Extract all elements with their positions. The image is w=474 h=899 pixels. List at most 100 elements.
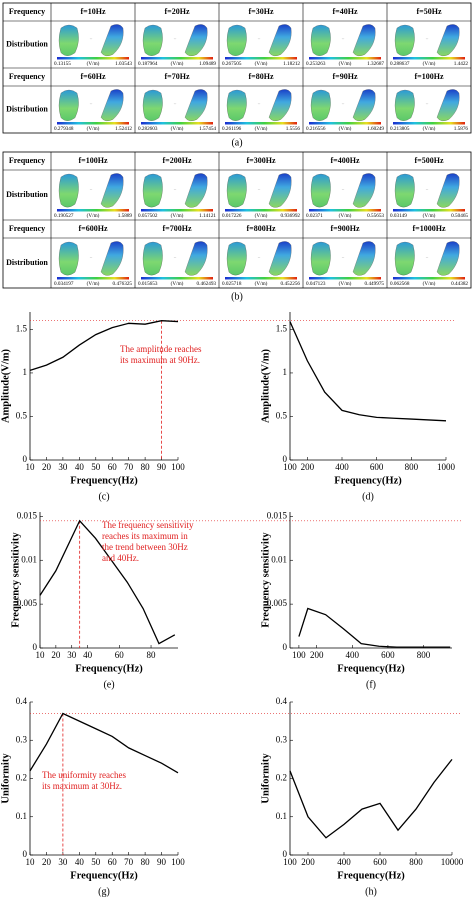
x-tick-label: 800 bbox=[409, 857, 423, 867]
colorbar-max: 1.5556 bbox=[286, 126, 301, 132]
y-tick-label: 0.1 bbox=[276, 811, 287, 821]
colorbar bbox=[57, 57, 129, 60]
table-caption: (a) bbox=[231, 137, 242, 148]
distribution-shape bbox=[58, 89, 79, 121]
x-tick-label: 400 bbox=[335, 462, 349, 472]
colorbar bbox=[225, 57, 297, 60]
colorbar-min: 0.187964 bbox=[138, 61, 158, 67]
colorbar bbox=[309, 57, 381, 60]
y-axis-label: Uniformity bbox=[260, 753, 271, 804]
colorbar-min: 0.13155 bbox=[54, 61, 71, 67]
colorbar-max: 0.55653 bbox=[367, 213, 384, 219]
y-tick-label: 0.5 bbox=[276, 411, 288, 421]
colorbar bbox=[393, 122, 465, 125]
colorbar bbox=[393, 57, 465, 60]
colorbar bbox=[309, 122, 381, 125]
table-caption: (b) bbox=[231, 291, 243, 302]
frequency-label: f=200Hz bbox=[163, 156, 192, 165]
frequency-label: f=800Hz bbox=[247, 224, 276, 233]
y-tick-label: 0 bbox=[23, 454, 28, 464]
x-tick-label: 100 bbox=[171, 462, 185, 472]
colorbar-max: 1.03543 bbox=[115, 61, 132, 67]
colorbar-unit: (V/m) bbox=[171, 280, 184, 287]
distribution-shape bbox=[226, 241, 247, 276]
x-tick-label: 10 bbox=[26, 857, 36, 867]
colorbar-max: 0.462493 bbox=[197, 281, 217, 287]
x-tick-label: 80 bbox=[141, 857, 151, 867]
marker-dots: ·· bbox=[173, 103, 177, 108]
colorbar-max: 0.449975 bbox=[365, 281, 385, 287]
annotation: The frequency sensitivity bbox=[102, 520, 194, 530]
x-tick-label: 100 bbox=[171, 857, 185, 867]
data-line bbox=[298, 607, 451, 648]
x-axis-label: Frequency(Hz) bbox=[75, 663, 143, 674]
colorbar-unit: (V/m) bbox=[87, 212, 100, 219]
colorbar-min: 0.282603 bbox=[138, 126, 158, 132]
distribution-shape bbox=[226, 89, 247, 121]
marker-dots: ·· bbox=[257, 38, 261, 43]
distribution-shape bbox=[184, 173, 208, 208]
distribution-shape bbox=[100, 241, 124, 276]
annotation: and 40Hz. bbox=[102, 553, 139, 563]
frequency-label: f=90Hz bbox=[333, 72, 358, 81]
distribution-shape bbox=[142, 89, 163, 121]
distribution-shape bbox=[100, 89, 124, 122]
data-line bbox=[39, 519, 176, 645]
distribution-shape bbox=[184, 24, 208, 57]
colorbar-min: 0.279348 bbox=[54, 126, 74, 132]
colorbar bbox=[141, 277, 213, 280]
x-tick-label: 20 bbox=[42, 857, 52, 867]
x-tick-label: 800 bbox=[405, 462, 419, 472]
colorbar-max: 1.5889 bbox=[118, 213, 133, 219]
colorbar-min: 0.261196 bbox=[222, 126, 242, 132]
y-tick-label: 0.2 bbox=[276, 773, 287, 783]
marker-dots: ·· bbox=[425, 256, 429, 261]
x-tick-label: 400 bbox=[337, 857, 351, 867]
colorbar bbox=[57, 122, 129, 125]
frequency-label: f=60Hz bbox=[81, 72, 106, 81]
marker-dots: ·· bbox=[89, 188, 93, 193]
marker-dots: ·· bbox=[425, 188, 429, 193]
colorbar-unit: (V/m) bbox=[423, 60, 436, 67]
colorbar-min: 0.253263 bbox=[306, 61, 326, 67]
y-tick-label: 0 bbox=[23, 849, 28, 859]
colorbar-unit: (V/m) bbox=[423, 212, 436, 219]
distribution-shape bbox=[436, 89, 460, 122]
x-tick-label: 40 bbox=[75, 857, 85, 867]
y-axis-label: Uniformity bbox=[0, 753, 11, 804]
x-tick-label: 40 bbox=[83, 650, 93, 660]
colorbar-unit: (V/m) bbox=[423, 280, 436, 287]
colorbar-min: 0.190527 bbox=[54, 213, 74, 219]
colorbar-min: 0.015653 bbox=[138, 281, 158, 287]
y-tick-label: 1.5 bbox=[16, 323, 28, 333]
colorbar-min: 0.034197 bbox=[54, 281, 74, 287]
colorbar-unit: (V/m) bbox=[87, 280, 100, 287]
x-tick-label: 200 bbox=[301, 462, 315, 472]
y-axis-label: Amplitude(V/m) bbox=[260, 348, 271, 423]
frequency-label: f=1000Hz bbox=[413, 224, 446, 233]
y-axis-label: Frequency sensitivity bbox=[10, 532, 21, 628]
x-tick-label: 20 bbox=[51, 650, 61, 660]
x-tick-label: 200 bbox=[310, 650, 324, 660]
x-tick-label: 1000 bbox=[437, 462, 456, 472]
colorbar-max: 1.52412 bbox=[115, 126, 132, 132]
distribution-shape bbox=[142, 241, 163, 276]
colorbar-max: 1.5876 bbox=[454, 126, 469, 132]
x-tick-label: 600 bbox=[381, 650, 395, 660]
colorbar-max: 0.44382 bbox=[451, 281, 468, 287]
colorbar-max: 0.50465 bbox=[451, 213, 468, 219]
annotation: its maximum at 90Hz. bbox=[120, 355, 200, 365]
y-tick-label: 0.1 bbox=[16, 811, 27, 821]
x-axis-label: Frequency(Hz) bbox=[70, 475, 138, 486]
x-axis-label: Frequency(Hz) bbox=[334, 475, 402, 486]
colorbar-max: 1.57454 bbox=[199, 126, 216, 132]
y-tick-label: 0.4 bbox=[276, 696, 288, 706]
colorbar bbox=[393, 209, 465, 212]
colorbar-unit: (V/m) bbox=[255, 125, 268, 132]
x-tick-label: 40 bbox=[75, 462, 85, 472]
distribution-shape bbox=[142, 173, 163, 208]
frequency-label: f=70Hz bbox=[165, 72, 190, 81]
distribution-shape bbox=[310, 173, 331, 208]
y-axis-label: Amplitude(V/m) bbox=[0, 348, 11, 423]
x-tick-label: 10 bbox=[36, 650, 46, 660]
